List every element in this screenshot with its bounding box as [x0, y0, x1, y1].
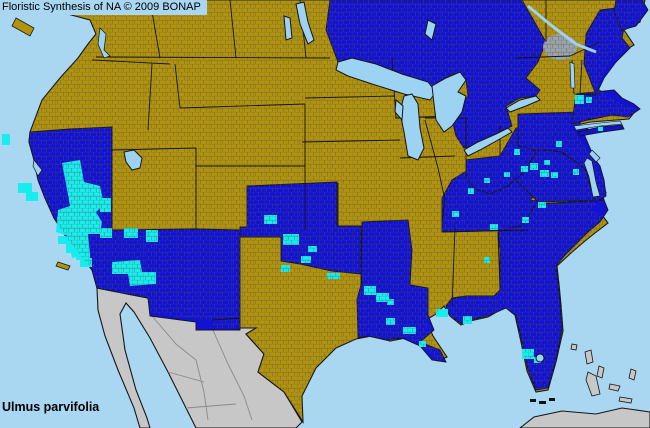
lake-michigan	[399, 93, 425, 161]
puget-sound	[97, 27, 111, 59]
bahamas-islands	[570, 343, 637, 404]
lake-erie	[463, 127, 513, 157]
st-lawrence-river	[527, 4, 597, 54]
lake-ontario	[505, 95, 541, 113]
coastal-islands	[11, 17, 71, 271]
lake-okeechobee	[535, 353, 545, 363]
great-salt-lake	[123, 149, 143, 171]
map-title: Floristic Synthesis of NA © 2009 BONAP	[0, 0, 207, 15]
lake-manitoba	[283, 15, 293, 41]
san-francisco-bay	[32, 159, 43, 177]
species-name-label: Ulmus parvifolia	[2, 400, 100, 414]
lake-winnipeg	[295, 1, 315, 45]
chesapeake-bay	[583, 157, 601, 198]
lake-champlain	[569, 61, 576, 89]
green-bay	[394, 98, 404, 122]
mexico-state-lines	[151, 315, 253, 421]
florida-keys	[530, 398, 555, 404]
cuba	[519, 407, 650, 428]
lakes	[32, 1, 623, 363]
long-island-sound	[573, 120, 623, 131]
lake-huron	[431, 71, 467, 133]
lake-nipigon	[424, 19, 437, 41]
delaware-bay	[588, 149, 601, 163]
